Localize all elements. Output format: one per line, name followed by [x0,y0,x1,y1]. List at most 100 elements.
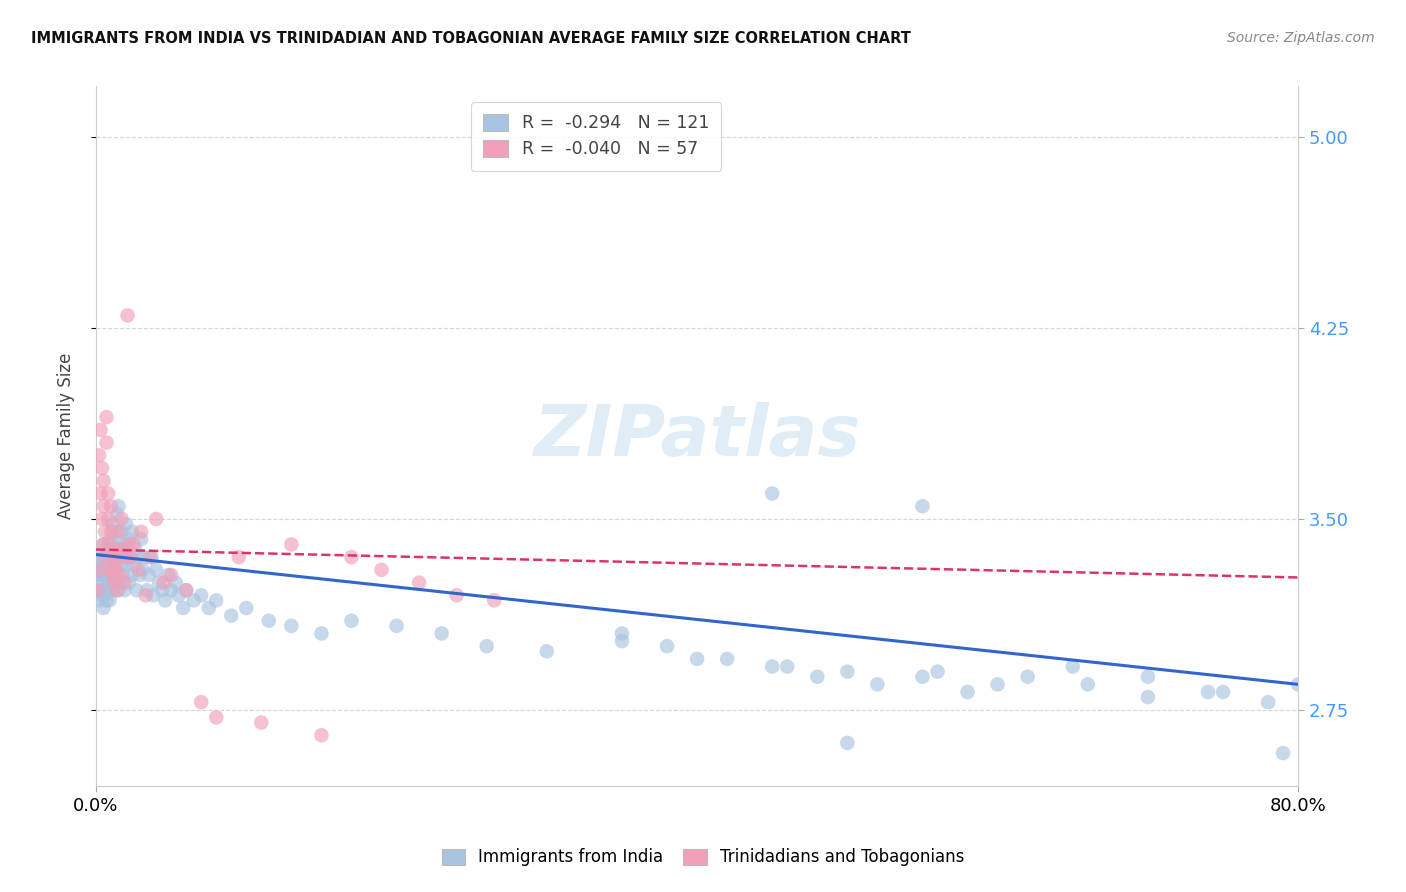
Point [1077,677,1099,691]
Point [105,583,128,598]
Point [104,563,127,577]
Point [93,550,115,565]
Point [135,588,157,602]
Point [89,593,111,607]
Point [228,550,250,565]
Point [114,575,136,590]
Point [1212,685,1234,699]
Point [114,583,136,598]
Point [98,575,121,590]
Point [121,524,143,539]
Point [98,593,121,607]
Point [97,486,120,500]
Point [160,568,183,582]
Point [837,736,859,750]
Point [716,652,738,666]
Point [87,448,110,462]
Point [100,500,122,514]
Point [89,575,111,590]
Point [1062,659,1084,673]
Point [142,588,165,602]
Point [610,626,633,640]
Point [866,677,889,691]
Point [100,524,122,539]
Point [311,626,333,640]
Point [93,583,115,598]
Point [190,695,212,709]
Point [127,550,149,565]
Point [124,542,146,557]
Point [98,563,121,577]
Point [107,550,129,565]
Point [101,550,124,565]
Point [128,568,150,582]
Point [174,583,197,598]
Point [101,563,124,577]
Point [104,583,127,598]
Point [87,583,110,598]
Point [132,550,155,565]
Point [96,575,118,590]
Point [1272,746,1295,760]
Point [98,550,121,565]
Point [1197,685,1219,699]
Point [205,593,228,607]
Point [475,639,498,653]
Point [174,583,197,598]
Point [385,619,408,633]
Point [205,710,228,724]
Point [96,550,118,565]
Point [114,537,136,551]
Point [117,542,139,557]
Legend: Immigrants from India, Trinidadians and Tobagonians: Immigrants from India, Trinidadians and … [434,842,972,873]
Point [280,619,302,633]
Point [235,601,257,615]
Point [107,524,129,539]
Point [761,659,783,673]
Point [118,537,141,551]
Point [139,550,162,565]
Point [761,486,783,500]
Point [117,309,139,323]
Point [112,550,135,565]
Point [87,550,110,565]
Point [103,558,125,572]
Point [97,512,120,526]
Point [100,533,122,547]
Point [101,516,124,531]
Text: ZIPatlas: ZIPatlas [533,401,860,471]
Point [927,665,949,679]
Point [183,593,205,607]
Point [446,588,468,602]
Point [172,601,194,615]
Point [100,568,122,582]
Point [107,500,129,514]
Point [987,677,1010,691]
Point [110,558,132,572]
Point [190,588,212,602]
Point [105,550,128,565]
Point [94,550,117,565]
Point [115,516,138,531]
Point [1286,677,1309,691]
Point [97,563,120,577]
Point [1017,670,1039,684]
Point [86,568,108,582]
Point [1257,695,1279,709]
Point [115,558,138,572]
Point [157,568,180,582]
Point [686,652,709,666]
Point [311,728,333,742]
Point [122,537,145,551]
Point [108,568,131,582]
Point [94,568,117,582]
Point [122,558,145,572]
Point [153,593,176,607]
Point [257,614,280,628]
Point [136,583,159,598]
Point [97,583,120,598]
Point [655,639,678,653]
Point [103,550,125,565]
Point [125,583,148,598]
Point [103,524,125,539]
